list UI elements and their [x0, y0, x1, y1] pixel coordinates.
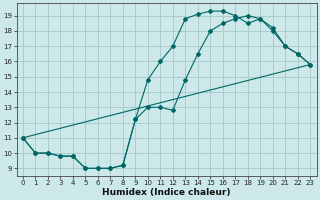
X-axis label: Humidex (Indice chaleur): Humidex (Indice chaleur): [102, 188, 231, 197]
